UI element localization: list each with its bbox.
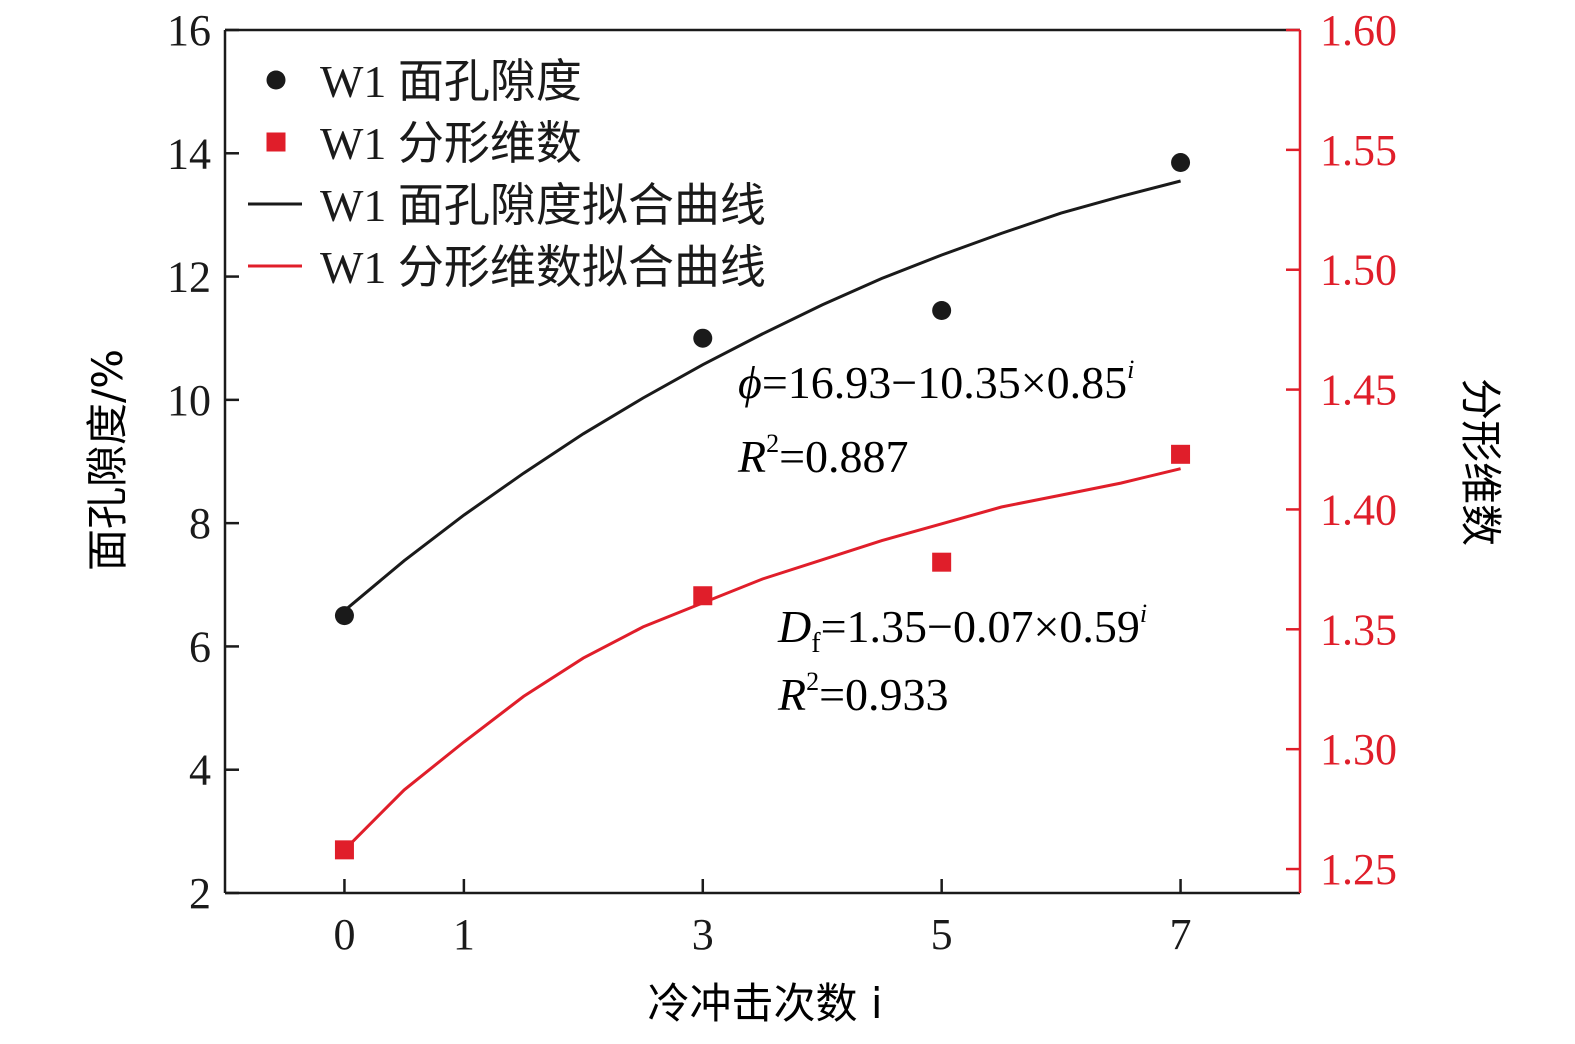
porosity-fit-curve — [343, 179, 1181, 612]
x-tick-label: 0 — [333, 910, 355, 959]
y-tick-label-right: 1.35 — [1320, 605, 1397, 654]
porosity-point — [334, 606, 354, 626]
fractal-fit-equation: Df=1.35−0.07×0.59i — [777, 599, 1147, 659]
porosity-point — [693, 328, 713, 348]
fractal-point — [334, 840, 354, 860]
y-tick-label-right: 1.50 — [1320, 246, 1397, 295]
axes: 0 1 3 5 7 2 4 6 8 10 12 14 16 1.25 1.30 1.35 1.40 1.45 1.5… — [167, 6, 1397, 959]
y-tick-label-right: 1.30 — [1320, 725, 1397, 774]
porosity-fit-equation: ϕ=16.93−10.35×0.85i — [738, 355, 1134, 408]
legend-label: W1 面孔隙度拟合曲线 — [320, 180, 766, 231]
fit-curves — [343, 179, 1181, 851]
y-tick-label-left: 10 — [167, 376, 211, 425]
y-tick-label-left: 14 — [167, 129, 211, 178]
y-tick-label-left: 8 — [189, 499, 211, 548]
x-tick-label: 5 — [931, 910, 953, 959]
x-tick-label: 1 — [453, 910, 475, 959]
y-tick-label-left: 2 — [189, 869, 211, 918]
legend-label: W1 面孔隙度 — [320, 56, 582, 107]
y-tick-label-left: 4 — [189, 746, 211, 795]
y-tick-label-right: 1.25 — [1320, 845, 1397, 894]
x-tick-label: 3 — [692, 910, 714, 959]
y-axis-right-title: 分形维数 — [1456, 378, 1505, 546]
data-points — [334, 153, 1191, 860]
legend-label: W1 分形维数 — [320, 118, 582, 169]
legend-label: W1 分形维数拟合曲线 — [320, 242, 766, 293]
legend-square-marker — [266, 132, 286, 152]
x-axis-title: 冷冲击次数 i — [647, 979, 882, 1028]
porosity-point — [932, 300, 952, 320]
legend: W1 面孔隙度 W1 分形维数 W1 面孔隙度拟合曲线 W1 分形维数拟合曲线 — [248, 56, 766, 293]
y-tick-label-left: 12 — [167, 253, 211, 302]
y-tick-label-right: 1.40 — [1320, 485, 1397, 534]
fractal-point — [932, 552, 952, 572]
porosity-fit-r2: R2=0.887 — [737, 429, 909, 482]
y-tick-label-right: 1.55 — [1320, 126, 1397, 175]
y-axis-left-title: 面孔隙度/% — [83, 349, 132, 571]
porosity-point — [1171, 153, 1191, 173]
y-tick-label-right: 1.45 — [1320, 366, 1397, 415]
y-tick-label-right: 1.60 — [1320, 6, 1397, 55]
legend-circle-marker — [266, 70, 286, 90]
fractal-point — [693, 586, 713, 606]
fractal-point — [1171, 444, 1191, 464]
fractal-fit-r2: R2=0.933 — [777, 667, 949, 720]
x-tick-label: 7 — [1170, 910, 1192, 959]
y-tick-label-left: 6 — [189, 622, 211, 671]
y-tick-label-left: 16 — [167, 6, 211, 55]
fractal-fit-curve — [343, 467, 1181, 851]
